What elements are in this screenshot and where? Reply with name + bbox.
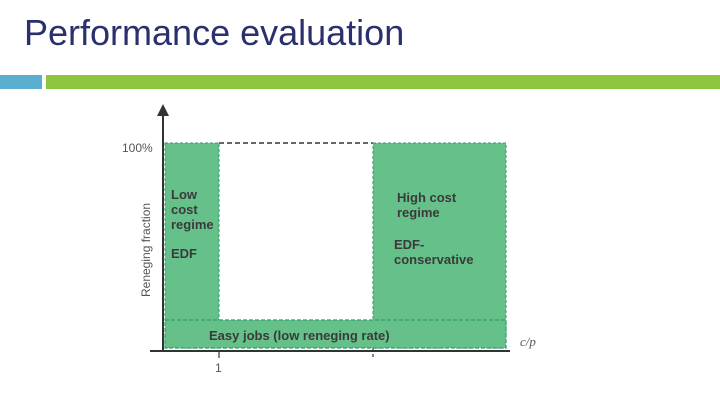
low-cost-region bbox=[164, 142, 220, 349]
high-cost-title-line-1: High cost bbox=[397, 190, 457, 205]
y-axis-label: Reneging fraction bbox=[139, 203, 153, 297]
slide-title: Performance evaluation bbox=[24, 12, 405, 53]
y-axis-arrow bbox=[157, 104, 169, 116]
high-cost-title-line-2: regime bbox=[397, 205, 440, 220]
accent-bar-right bbox=[46, 75, 720, 89]
x-axis-variable: c/p bbox=[520, 334, 536, 349]
low-cost-title-line-1: Low bbox=[171, 187, 198, 202]
low-cost-title-line-2: cost bbox=[171, 202, 198, 217]
easy-jobs-region bbox=[164, 319, 507, 349]
high-cost-policy-line-2: conservative bbox=[394, 252, 474, 267]
high-cost-policy-line-1: EDF- bbox=[394, 237, 424, 252]
x-tick-label: 1 bbox=[215, 361, 222, 375]
easy-jobs-label: Easy jobs (low reneging rate) bbox=[209, 328, 390, 343]
low-cost-policy: EDF bbox=[171, 246, 197, 261]
high-cost-region bbox=[372, 142, 507, 349]
accent-bar-left bbox=[0, 75, 42, 89]
y-tick-label: 100% bbox=[122, 141, 153, 155]
low-cost-title-line-3: regime bbox=[171, 217, 214, 232]
